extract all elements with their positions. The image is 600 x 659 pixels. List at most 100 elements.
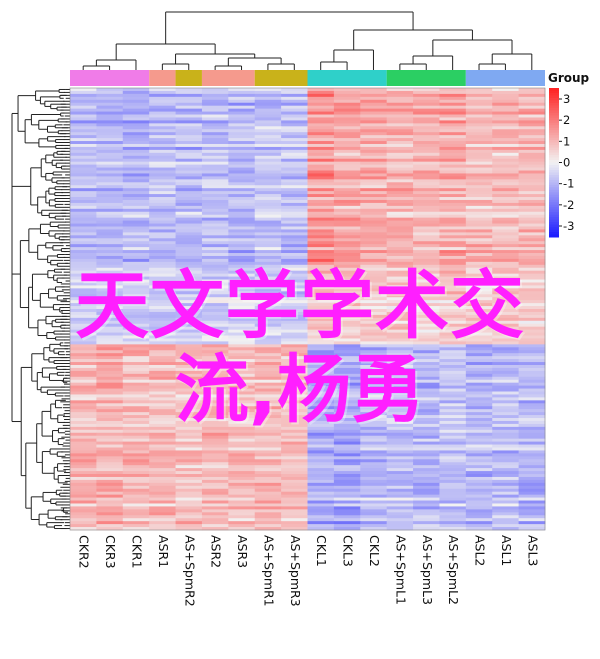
heatmap-cell: [465, 524, 493, 528]
heatmap-cell: [70, 379, 97, 384]
heatmap-cell: [149, 503, 176, 507]
heatmap-cell: [307, 205, 335, 210]
heatmap-cell: [439, 515, 467, 519]
heatmap-cell: [360, 462, 388, 466]
heatmap-cell: [70, 226, 97, 230]
heatmap-cell: [149, 120, 176, 124]
heatmap-cell: [333, 141, 361, 145]
heatmap-cell: [413, 158, 440, 163]
heatmap-cell: [413, 426, 440, 431]
heatmap-cell: [70, 329, 97, 333]
heatmap-cell: [413, 105, 440, 110]
heatmap-cell: [518, 96, 546, 101]
heatmap-cell: [122, 359, 150, 363]
heatmap-cell: [122, 453, 150, 457]
heatmap-cell: [228, 524, 256, 528]
heatmap-cell: [70, 253, 97, 257]
heatmap-cell: [122, 385, 150, 389]
heatmap-cell: [201, 217, 229, 221]
heatmap-cell: [201, 317, 229, 322]
heatmap-cell: [307, 382, 335, 387]
heatmap-cell: [333, 253, 361, 257]
heatmap-cell: [386, 518, 414, 522]
heatmap-cell: [386, 471, 414, 475]
heatmap-cell: [175, 521, 203, 525]
heatmap-cell: [518, 294, 546, 298]
heatmap-cell: [201, 320, 229, 325]
heatmap-cell: [201, 382, 229, 387]
heatmap-cell: [439, 347, 467, 351]
heatmap-cell: [518, 235, 546, 239]
heatmap-cell: [254, 420, 282, 425]
heatmap-cell: [228, 188, 256, 192]
heatmap-cell: [492, 132, 520, 136]
legend-gradient-step: [549, 142, 559, 146]
heatmap-cell: [201, 214, 229, 219]
heatmap-cell: [518, 338, 546, 342]
heatmap-cell: [201, 300, 229, 304]
heatmap-cell: [175, 456, 203, 460]
heatmap-cell: [386, 515, 414, 519]
heatmap-cell: [518, 438, 546, 442]
heatmap-cell: [254, 179, 282, 183]
heatmap-cell: [149, 114, 176, 118]
legend-gradient-step: [549, 167, 559, 171]
heatmap-cell: [360, 297, 388, 301]
heatmap-cell: [492, 208, 520, 213]
heatmap-cell: [465, 450, 493, 454]
heatmap-cell: [333, 317, 361, 322]
heatmap-cell: [122, 255, 150, 260]
heatmap-cell: [281, 350, 308, 354]
heatmap-cell: [307, 503, 335, 507]
heatmap-cell: [281, 247, 308, 251]
heatmap-cell: [307, 521, 335, 525]
heatmap-cell: [96, 418, 124, 422]
heatmap-cell: [175, 229, 203, 233]
heatmap-cell: [360, 96, 388, 101]
heatmap-cell: [518, 220, 546, 224]
heatmap-cell: [281, 149, 308, 154]
heatmap-cell: [70, 135, 97, 139]
heatmap-cell: [149, 205, 176, 210]
legend-gradient-step: [549, 115, 559, 119]
heatmap-cell: [254, 88, 282, 92]
heatmap-cell: [386, 479, 414, 484]
heatmap-cell: [70, 326, 97, 331]
heatmap-cell: [122, 329, 150, 333]
heatmap-cell: [254, 314, 282, 319]
heatmap-cell: [518, 488, 546, 493]
heatmap-cell: [149, 258, 176, 263]
heatmap-cell: [122, 235, 150, 239]
heatmap-cell: [228, 453, 256, 457]
heatmap-cell: [492, 88, 520, 92]
heatmap-cell: [254, 506, 282, 510]
heatmap-cell: [228, 258, 256, 263]
heatmap-cell: [96, 123, 124, 127]
heatmap-cell: [228, 364, 256, 369]
heatmap-cell: [386, 114, 414, 118]
heatmap-cell: [70, 373, 97, 378]
heatmap-cell: [96, 367, 124, 372]
heatmap-cell: [465, 241, 493, 245]
heatmap-cell: [201, 438, 229, 442]
heatmap-cell: [254, 129, 282, 133]
heatmap-cell: [439, 423, 467, 428]
column-label: AS+SpmL1: [393, 535, 408, 605]
heatmap-cell: [518, 500, 546, 504]
heatmap-cell: [413, 512, 440, 516]
heatmap-cell: [175, 141, 203, 145]
heatmap-cell: [413, 114, 440, 118]
heatmap-cell: [175, 255, 203, 260]
heatmap-cell: [360, 143, 388, 148]
heatmap-cell: [518, 344, 546, 348]
heatmap-cell: [228, 164, 256, 168]
heatmap-cell: [70, 217, 97, 221]
heatmap-cell: [228, 309, 256, 313]
heatmap-cell: [281, 88, 308, 92]
heatmap-cell: [333, 391, 361, 395]
heatmap-cell: [254, 394, 282, 398]
heatmap-cell: [96, 129, 124, 133]
heatmap-cell: [386, 111, 414, 115]
heatmap-cell: [201, 426, 229, 431]
heatmap-cell: [175, 482, 203, 487]
